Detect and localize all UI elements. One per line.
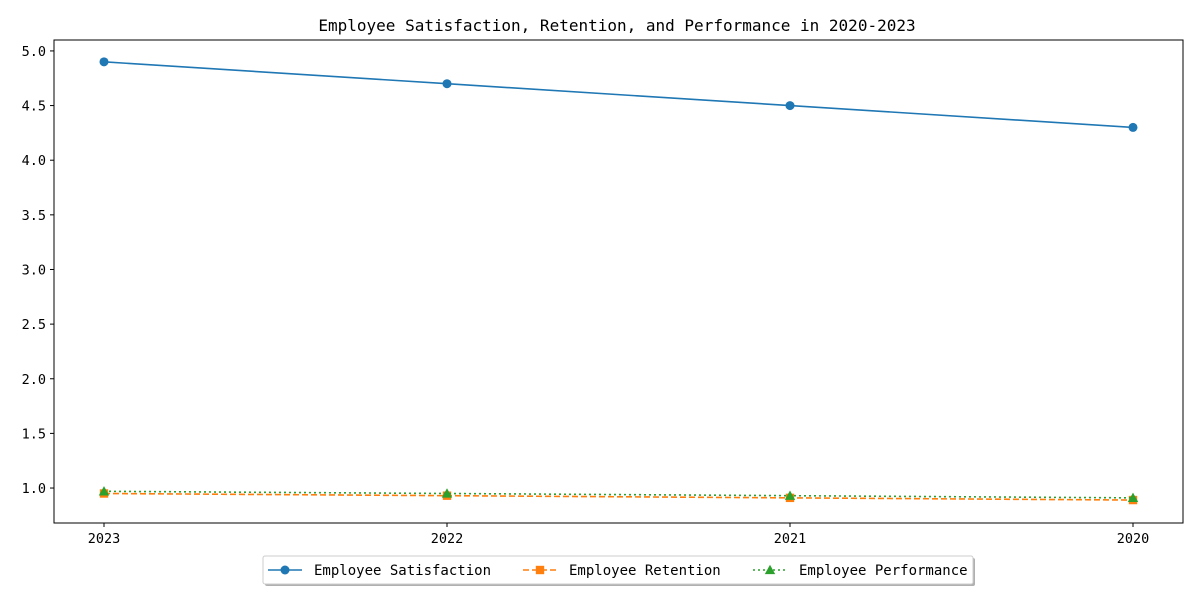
data-point [99, 57, 109, 67]
y-tick-label: 3.0 [22, 262, 46, 278]
legend-marker [280, 565, 290, 575]
legend-label: Employee Retention [569, 563, 721, 579]
legend-marker [535, 565, 545, 575]
series-layer [98, 57, 1139, 505]
y-axis: 1.0 1.5 2.0 2.5 3.0 3.5 4.0 4.5 5.0 [22, 44, 54, 497]
series-employee-performance [98, 486, 1139, 503]
series-line [103, 492, 1134, 501]
series-employee-satisfaction [99, 57, 1138, 132]
data-point [1127, 492, 1139, 503]
y-tick-label: 2.0 [22, 372, 46, 388]
y-tick-label: 5.0 [22, 44, 46, 60]
y-tick-label: 1.0 [22, 481, 46, 497]
legend: Employee Satisfaction Employee Retention E… [262, 555, 975, 586]
data-point [442, 79, 452, 89]
legend-entry: Employee Performance [753, 563, 968, 579]
x-tick-label: 2020 [1117, 531, 1150, 547]
data-point [441, 488, 453, 498]
chart-title: Employee Satisfaction, Retention, and Pe… [318, 16, 915, 35]
plot-area [53, 39, 1184, 524]
y-tick-label: 1.5 [22, 426, 46, 442]
plot-frame [53, 39, 1184, 524]
legend-marker [764, 564, 776, 575]
data-point [785, 101, 795, 111]
data-point [98, 486, 110, 496]
series-line [103, 61, 1134, 129]
y-tick-label: 3.5 [22, 208, 46, 224]
data-point [1128, 122, 1138, 132]
y-tick-label: 2.5 [22, 317, 46, 333]
legend-entry: Employee Satisfaction [268, 563, 491, 579]
data-point [784, 490, 796, 500]
x-tick-label: 2022 [431, 531, 464, 547]
y-tick-label: 4.5 [22, 99, 46, 115]
legend-box [262, 555, 974, 585]
x-axis: 2023 2022 2021 2020 [88, 523, 1150, 547]
x-tick-label: 2021 [774, 531, 807, 547]
legend-entry: Employee Retention [523, 563, 721, 579]
y-tick-label: 4.0 [22, 153, 46, 169]
series-line [103, 490, 1134, 499]
x-tick-label: 2023 [88, 531, 121, 547]
legend-label: Employee Satisfaction [314, 563, 491, 579]
legend-label: Employee Performance [799, 563, 968, 579]
